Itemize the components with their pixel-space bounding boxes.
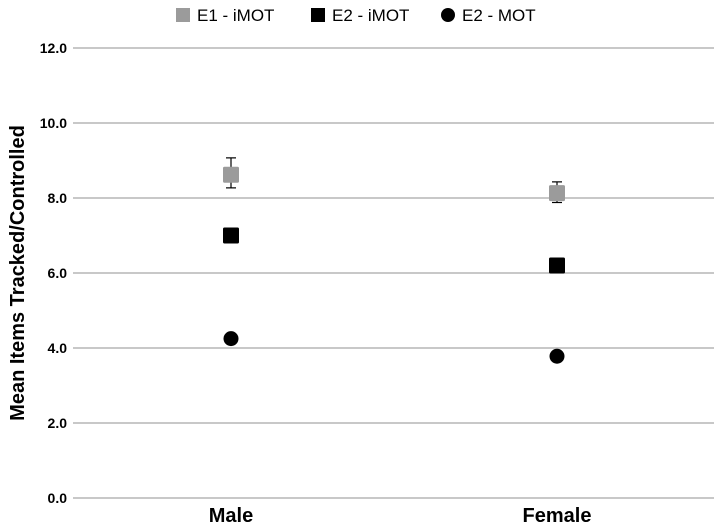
x-category-labels: Male Female [209,505,592,527]
y-tick-label: 2.0 [48,415,68,431]
data-point-circle [223,331,239,347]
data-point-circle [549,348,565,364]
y-tick-label: 12.0 [40,40,67,56]
legend: E1 - iMOT E2 - iMOT E2 - MOT [176,6,536,25]
y-tick-labels: 0.0 2.0 4.0 6.0 8.0 10.0 12.0 [40,40,67,506]
legend-swatch [441,8,455,22]
y-tick-label: 8.0 [48,190,68,206]
x-category-label: Female [523,505,592,527]
data-point-square [223,227,239,244]
legend-swatch [176,8,190,22]
data-point-square [223,166,239,183]
data-point-square [549,185,565,202]
y-tick-label: 10.0 [40,115,67,131]
legend-label: E2 - MOT [462,6,536,25]
legend-swatch [311,8,325,22]
y-tick-label: 0.0 [48,490,68,506]
gridlines [73,47,714,499]
legend-label: E2 - iMOT [332,6,409,25]
y-tick-label: 6.0 [48,265,68,281]
data-point-square [549,257,565,274]
x-category-label: Male [209,505,253,527]
legend-label: E1 - iMOT [197,6,274,25]
y-tick-label: 4.0 [48,340,68,356]
data-marks [223,157,565,364]
y-axis-title: Mean Items Tracked/Controlled [7,125,29,421]
